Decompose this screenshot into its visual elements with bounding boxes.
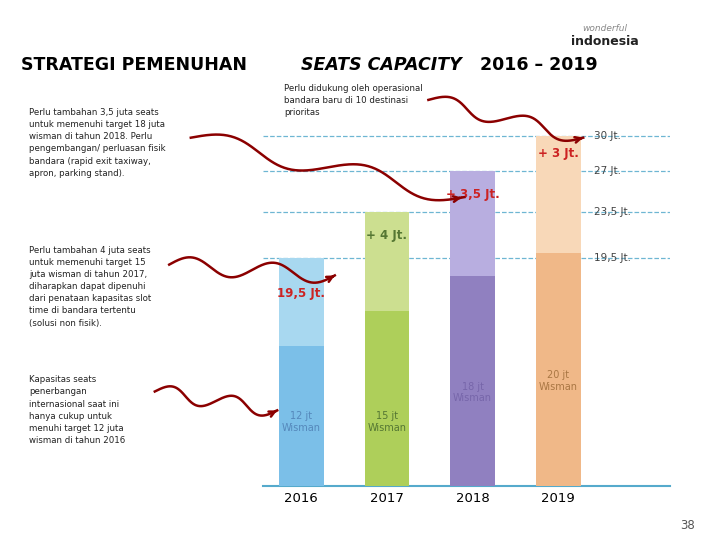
Text: 19,5 Jt.: 19,5 Jt.	[277, 287, 325, 300]
Bar	[450, 276, 495, 486]
Bar	[365, 311, 409, 486]
Text: SEATS CAPACITY: SEATS CAPACITY	[301, 56, 462, 74]
Bar	[536, 136, 580, 253]
Text: wonderful: wonderful	[582, 24, 627, 33]
Text: + 3,5 Jt.: + 3,5 Jt.	[446, 188, 500, 201]
Bar	[279, 346, 323, 486]
Bar	[450, 171, 495, 276]
Text: + 4 Jt.: + 4 Jt.	[366, 228, 408, 241]
Text: indonesia: indonesia	[571, 35, 639, 48]
Text: Kapasitas seats
penerbangan
internasional saat ini
hanya cukup untuk
menuhi targ: Kapasitas seats penerbangan internasiona…	[29, 375, 125, 445]
Bar	[536, 253, 580, 486]
Text: Perlu tambahan 3,5 juta seats
untuk memenuhi target 18 juta
wisman di tahun 2018: Perlu tambahan 3,5 juta seats untuk meme…	[29, 108, 166, 178]
Text: STRATEGY FORMULATION: STRATEGY FORMULATION	[27, 17, 264, 36]
Text: 2016 – 2019: 2016 – 2019	[474, 56, 598, 74]
Text: 15 jt
Wisman: 15 jt Wisman	[367, 411, 407, 433]
Text: Perlu tambahan 4 juta seats
untuk memenuhi target 15
juta wisman di tahun 2017,
: Perlu tambahan 4 juta seats untuk memenu…	[29, 246, 151, 328]
Bar	[365, 212, 409, 311]
Text: 18 jt
Wisman: 18 jt Wisman	[453, 382, 492, 403]
Text: STRATEGI PEMENUHAN: STRATEGI PEMENUHAN	[22, 56, 247, 74]
Text: 19,5 Jt.: 19,5 Jt.	[594, 253, 631, 264]
Text: 20 jt
Wisman: 20 jt Wisman	[539, 370, 577, 392]
Bar	[279, 258, 323, 346]
Text: 38: 38	[680, 519, 695, 532]
Text: + 3 Jt.: + 3 Jt.	[538, 147, 579, 160]
Text: 23,5 Jt.: 23,5 Jt.	[594, 207, 631, 217]
Text: Perlu didukung oleh operasional
bandara baru di 10 destinasi
prioritas: Perlu didukung oleh operasional bandara …	[284, 84, 423, 117]
Text: 30 Jt.: 30 Jt.	[594, 131, 621, 141]
Text: 12 jt
Wisman: 12 jt Wisman	[282, 411, 321, 433]
Text: 27 Jt.: 27 Jt.	[594, 166, 621, 176]
